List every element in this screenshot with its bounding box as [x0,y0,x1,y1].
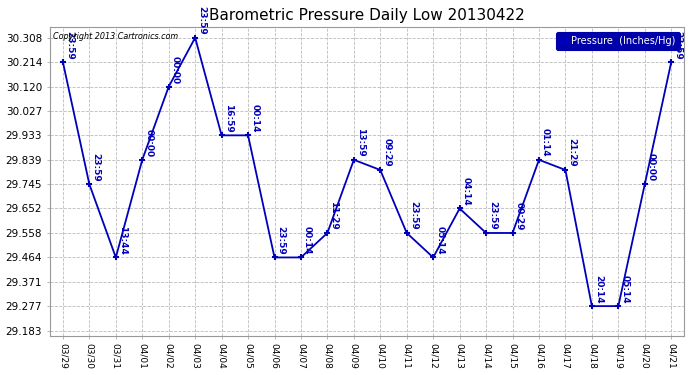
Text: 23:59: 23:59 [673,30,682,59]
Text: 21:29: 21:29 [568,138,577,167]
Text: 16:59: 16:59 [224,104,233,132]
Text: 05:14: 05:14 [435,226,444,255]
Text: 23:59: 23:59 [92,153,101,182]
Text: 23:59: 23:59 [277,226,286,255]
Text: 23:59: 23:59 [65,30,74,59]
Text: 09:29: 09:29 [382,138,391,167]
Text: 23:59: 23:59 [197,6,206,35]
Title: Barometric Pressure Daily Low 20130422: Barometric Pressure Daily Low 20130422 [209,8,525,23]
Text: 13:44: 13:44 [118,226,127,255]
Text: 20:14: 20:14 [594,274,603,303]
Legend: Pressure  (Inches/Hg): Pressure (Inches/Hg) [555,32,680,50]
Text: 00:14: 00:14 [250,104,259,132]
Text: 04:14: 04:14 [462,177,471,206]
Text: 01:14: 01:14 [541,128,550,157]
Text: 05:14: 05:14 [620,274,629,303]
Text: 13:59: 13:59 [356,128,365,157]
Text: 00:00: 00:00 [647,153,656,182]
Text: 00:14: 00:14 [303,226,312,255]
Text: 00:29: 00:29 [515,201,524,230]
Text: 00:00: 00:00 [171,56,180,84]
Text: 00:00: 00:00 [144,129,153,157]
Text: 11:29: 11:29 [330,201,339,230]
Text: Copyright 2013 Cartronics.com: Copyright 2013 Cartronics.com [53,32,178,41]
Text: 23:59: 23:59 [409,201,418,230]
Text: 23:59: 23:59 [489,201,497,230]
